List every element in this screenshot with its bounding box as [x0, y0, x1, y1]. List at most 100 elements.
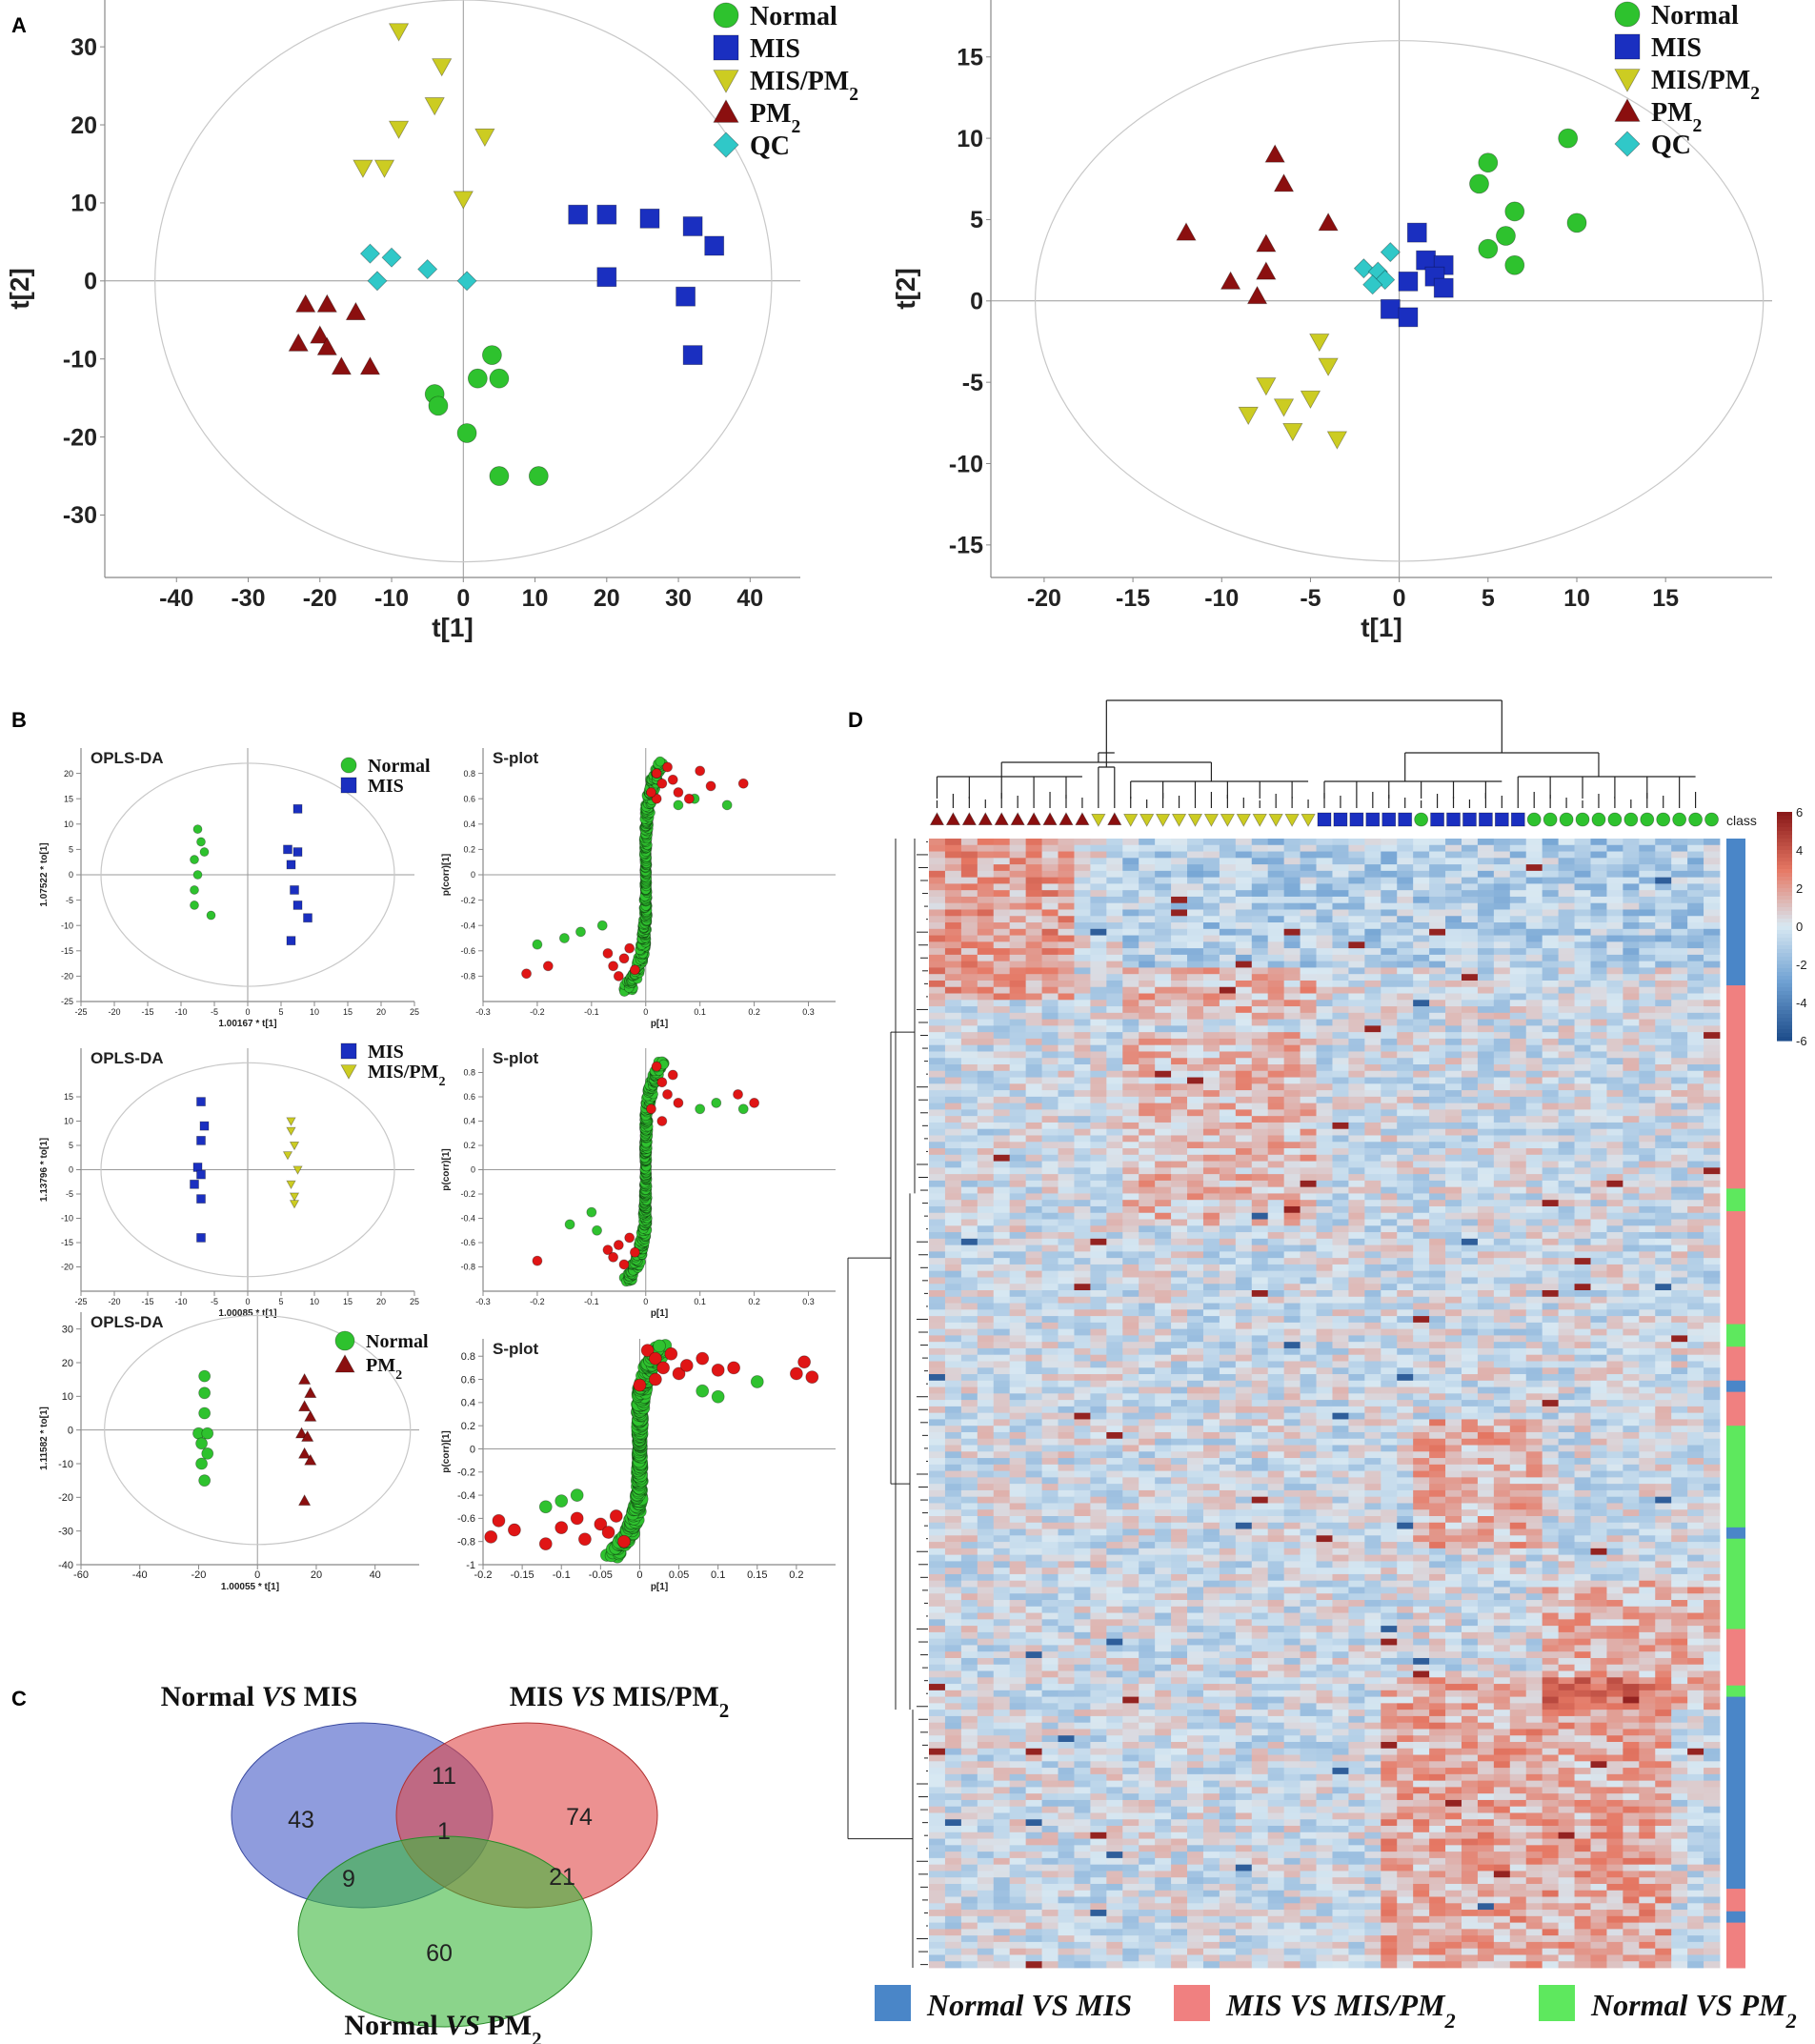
heatmap-cell — [1364, 839, 1381, 846]
heatmap-cell — [1267, 864, 1285, 872]
heatmap-cell — [1574, 1180, 1591, 1188]
heatmap-cell — [1155, 948, 1172, 956]
heatmap-cell — [1413, 1167, 1430, 1175]
heatmap-cell — [1606, 1180, 1623, 1188]
heatmap-cell — [1590, 967, 1607, 975]
heatmap-cell — [1364, 864, 1381, 872]
heatmap-cell — [1381, 922, 1398, 930]
heatmap-cell — [1606, 980, 1623, 988]
heatmap-cell — [1704, 935, 1721, 942]
heatmap-cell — [1477, 974, 1495, 982]
heatmap-cell — [1187, 1245, 1204, 1252]
heatmap-cell — [960, 1154, 978, 1162]
point-pm — [331, 356, 353, 375]
heatmap-cell — [1332, 1070, 1349, 1078]
point-mis-pm — [286, 1126, 296, 1137]
heatmap-cell — [1381, 1135, 1398, 1143]
heatmap-cell — [1187, 1012, 1204, 1020]
heatmap-cell — [1623, 909, 1640, 917]
heatmap-cell — [977, 1122, 995, 1130]
heatmap-cell — [1300, 1193, 1317, 1201]
heatmap-cell — [1300, 870, 1317, 879]
legend-label-pm: PM2 — [750, 99, 800, 137]
heatmap-cell — [1606, 896, 1623, 904]
heatmap-cell — [1058, 1038, 1075, 1046]
heatmap-cell — [993, 948, 1011, 956]
heatmap-cell — [1009, 1128, 1027, 1136]
heatmap-cell — [993, 851, 1011, 859]
y-tick-label: 0 — [471, 1165, 475, 1175]
heatmap-cell — [1219, 844, 1237, 852]
heatmap-cell — [1139, 1019, 1156, 1026]
heatmap-cell — [1171, 1180, 1188, 1188]
heatmap-cell — [960, 1122, 978, 1130]
heatmap-cell — [1639, 1044, 1656, 1052]
point-pm — [1246, 285, 1268, 305]
point-qc — [1353, 258, 1374, 279]
heatmap-cell — [1219, 1044, 1237, 1052]
heatmap-cell — [1493, 864, 1511, 872]
heatmap-cell — [1509, 1051, 1527, 1059]
heatmap-cell — [1300, 1180, 1317, 1188]
heatmap-cell — [1283, 877, 1301, 884]
heatmap-cell — [1704, 1019, 1721, 1026]
heatmap-cell — [1058, 1096, 1075, 1104]
heatmap-cell — [944, 941, 962, 949]
heatmap-cell — [1671, 1148, 1688, 1156]
heatmap-cell — [1283, 1135, 1301, 1143]
heatmap-cell — [1041, 961, 1059, 968]
point-normal — [201, 1427, 214, 1440]
heatmap-cell — [1074, 948, 1091, 956]
heatmap-cell — [1429, 986, 1446, 994]
heatmap-cell — [1397, 896, 1414, 904]
heatmap-cell — [1348, 1032, 1365, 1040]
heatmap-cell — [1009, 1058, 1027, 1065]
heatmap-cell — [1235, 961, 1253, 968]
heatmap-cell — [1155, 1200, 1172, 1207]
heatmap-cell — [1155, 974, 1172, 982]
heatmap-cell — [1316, 1148, 1333, 1156]
heatmap-cell — [1058, 896, 1075, 904]
heatmap-cell — [1429, 864, 1446, 872]
heatmap-cell — [1445, 1083, 1462, 1091]
heatmap-cell — [1639, 1116, 1656, 1123]
heatmap-cell — [1509, 1128, 1527, 1136]
heatmap-cell — [1300, 1148, 1317, 1156]
heatmap-cell — [1090, 935, 1107, 942]
heatmap-cell — [1219, 883, 1237, 891]
heatmap-cell — [1283, 1167, 1301, 1175]
heatmap-cell — [1687, 1083, 1704, 1091]
legend-label-pm: PM2 — [1651, 98, 1702, 136]
heatmap-cell — [1235, 877, 1253, 884]
heatmap-cell — [1655, 1109, 1672, 1117]
heatmap-cell — [1509, 1142, 1527, 1149]
heatmap-cell — [1509, 1109, 1527, 1117]
heatmap-cell — [1477, 1142, 1495, 1149]
point-pm — [304, 1453, 317, 1466]
heatmap-cell — [1493, 1019, 1511, 1026]
heatmap-cell — [1332, 1142, 1349, 1149]
heatmap-cell — [1316, 1245, 1333, 1252]
heatmap-cell — [1251, 902, 1269, 910]
heatmap-cell — [1251, 1142, 1269, 1149]
heatmap-cell — [1687, 902, 1704, 910]
heatmap-cell — [1493, 1238, 1511, 1245]
heatmap-cell — [1300, 1083, 1317, 1091]
heatmap-cell — [1155, 1205, 1172, 1214]
heatmap-cell — [1041, 1096, 1059, 1104]
heatmap-cell — [977, 1058, 995, 1065]
heatmap-cell — [1687, 993, 1704, 1001]
heatmap-cell — [1251, 909, 1269, 917]
heatmap-cell — [1381, 1238, 1398, 1245]
heatmap-cell — [1558, 916, 1575, 923]
heatmap-cell — [1251, 1103, 1269, 1110]
heatmap-cell — [1267, 1070, 1285, 1078]
heatmap-cell — [977, 1180, 995, 1188]
heatmap-cell — [1283, 890, 1301, 898]
heatmap-cell — [1381, 967, 1398, 975]
heatmap-cell — [1219, 1212, 1237, 1220]
heatmap-cell — [1429, 1200, 1446, 1207]
heatmap-cell — [1509, 1077, 1527, 1084]
heatmap-cell — [1300, 1128, 1317, 1136]
